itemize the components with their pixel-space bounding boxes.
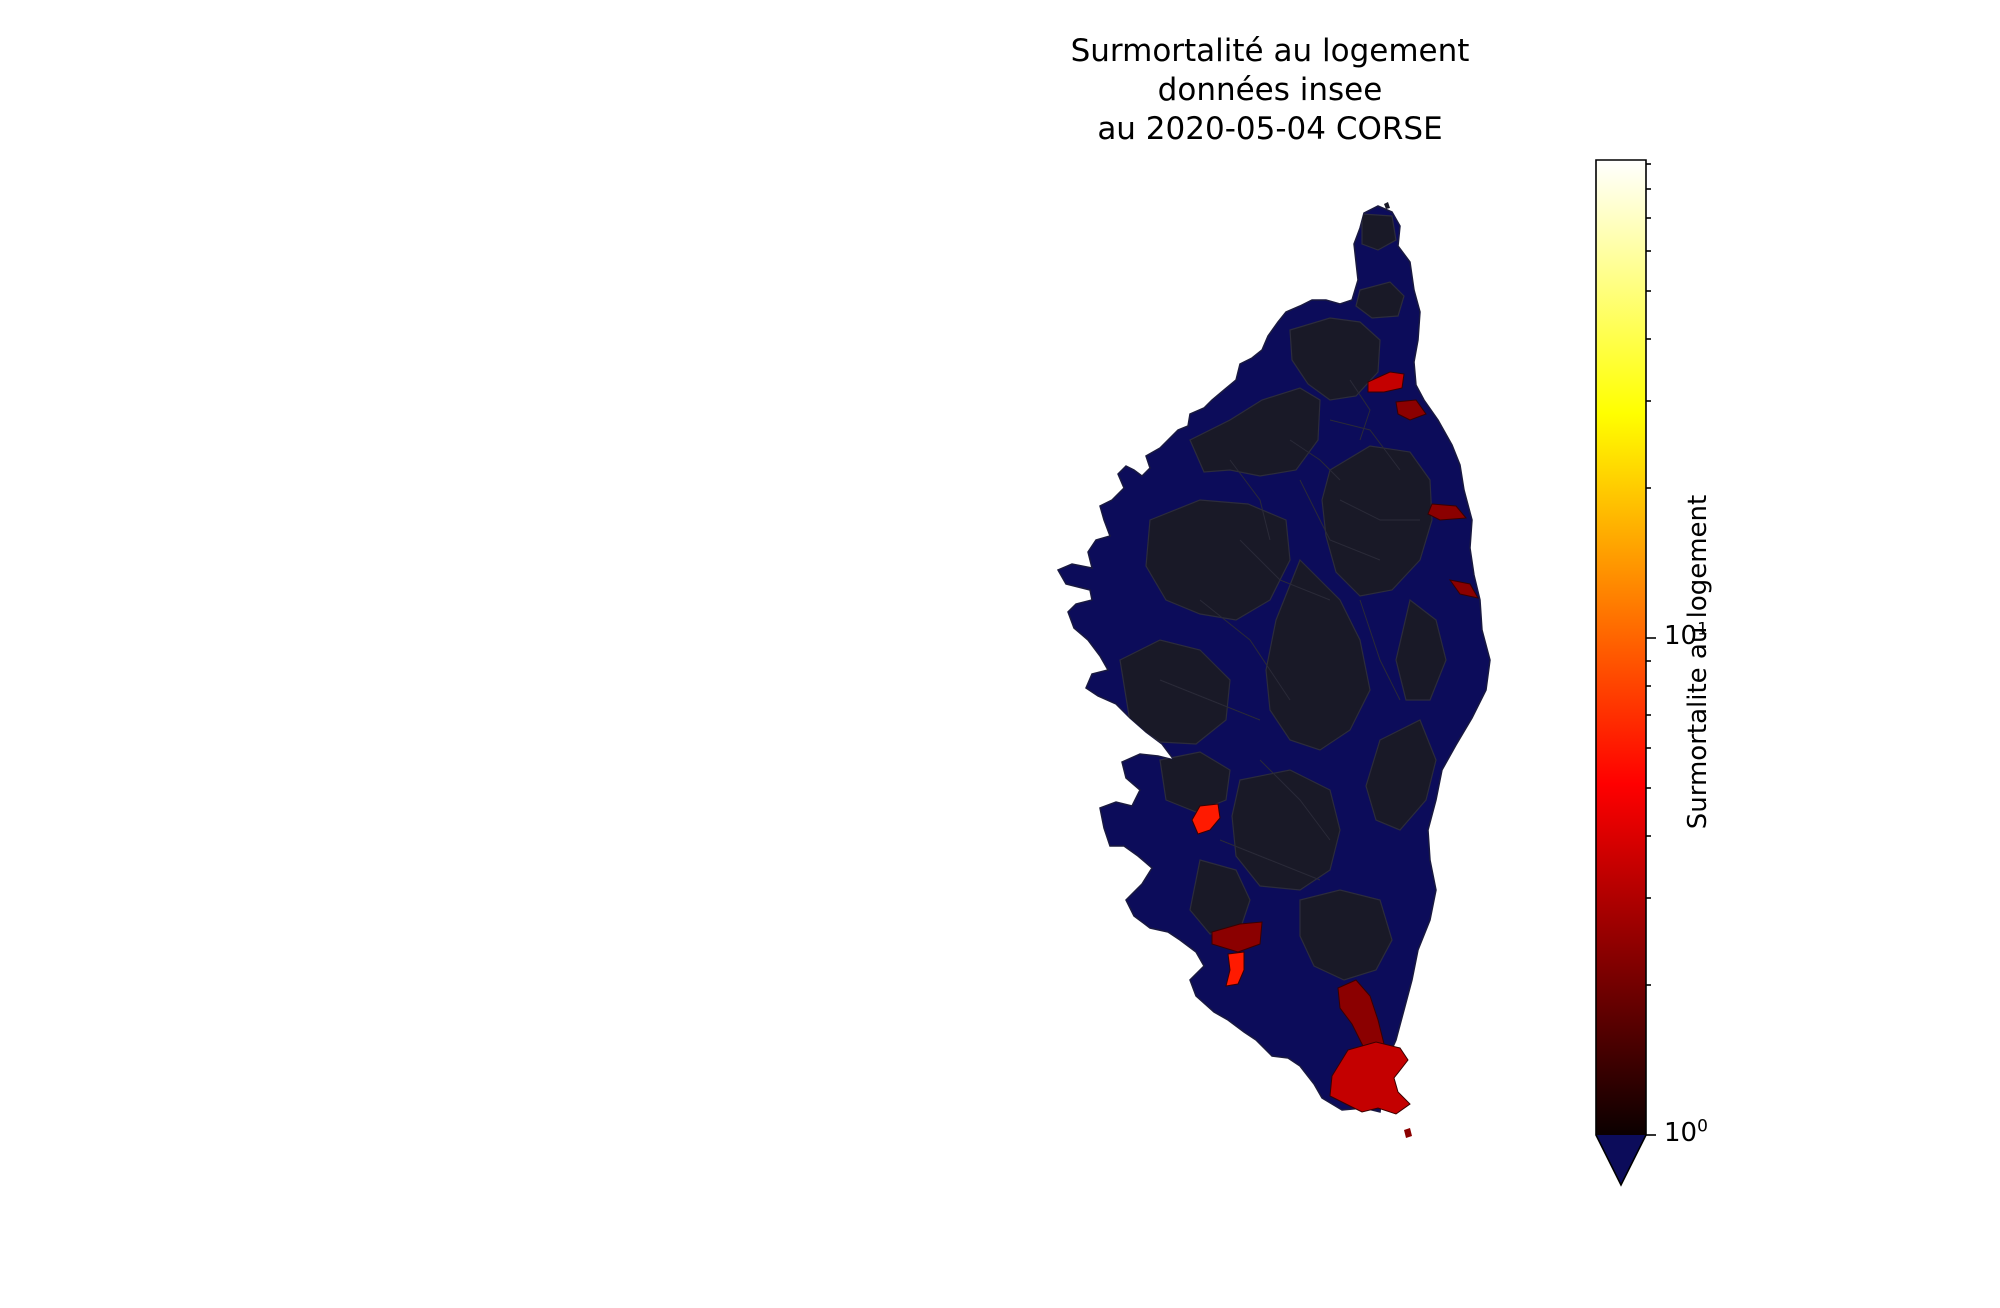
commune-highlight-cap-1 (1367, 371, 1405, 393)
tick-exponent: 0 (1697, 1116, 1708, 1137)
colorbar (1595, 159, 1656, 1187)
commune-nebbio (1289, 317, 1381, 401)
title-line-1: Surmortalité au logement (1070, 33, 1470, 69)
colorbar-label: Surmortalite au logement (1683, 494, 1713, 830)
commune-fiumorbu (1365, 719, 1437, 831)
commune-highlight-east-1 (1427, 503, 1468, 521)
colorbar-ticks (1646, 163, 1656, 1136)
commune-highlight-ajaccio (1191, 803, 1221, 835)
island-lavezzi (1404, 1128, 1412, 1138)
colorbar-outline (1595, 159, 1647, 1187)
commune-east-coast (1395, 598, 1447, 701)
title-line-3: au 2020-05-04 CORSE (1097, 111, 1443, 147)
colorbar-tick-label-10: 101 (1664, 621, 1708, 651)
map-title: Surmortalité au logement données insee a… (950, 32, 1590, 149)
commune-balagne (1189, 387, 1321, 477)
title-line-2: données insee (1157, 72, 1383, 108)
data-communes (1191, 371, 1479, 1115)
commune-highlight-cap-2 (1395, 399, 1427, 421)
island-north-tip (1384, 202, 1390, 209)
commune-taravo (1231, 769, 1341, 891)
commune-cap-mid (1355, 281, 1405, 319)
commune-highlight-bonifacio (1329, 1041, 1411, 1115)
commune-niolo (1145, 499, 1291, 621)
corsica-map (1056, 202, 1491, 1138)
commune-cap-north (1361, 213, 1397, 251)
commune-highlight-east-2 (1448, 579, 1479, 599)
tick-exponent: 1 (1697, 619, 1708, 640)
commune-alta-rocca (1299, 889, 1393, 981)
colorbar-gradient (1596, 160, 1646, 1135)
commune-boundaries (1159, 379, 1420, 881)
no-data-communes (1119, 213, 1447, 981)
tick-base: 10 (1664, 1118, 1698, 1148)
tick-base: 10 (1664, 621, 1698, 651)
colorbar-tick-label-1: 100 (1664, 1118, 1708, 1148)
commune-highlight-sartene (1225, 951, 1245, 987)
commune-highlight-propriano (1211, 921, 1263, 953)
commune-centre (1265, 558, 1371, 751)
colorbar-under-extension (1596, 1135, 1646, 1185)
commune-west-hills (1159, 751, 1231, 813)
